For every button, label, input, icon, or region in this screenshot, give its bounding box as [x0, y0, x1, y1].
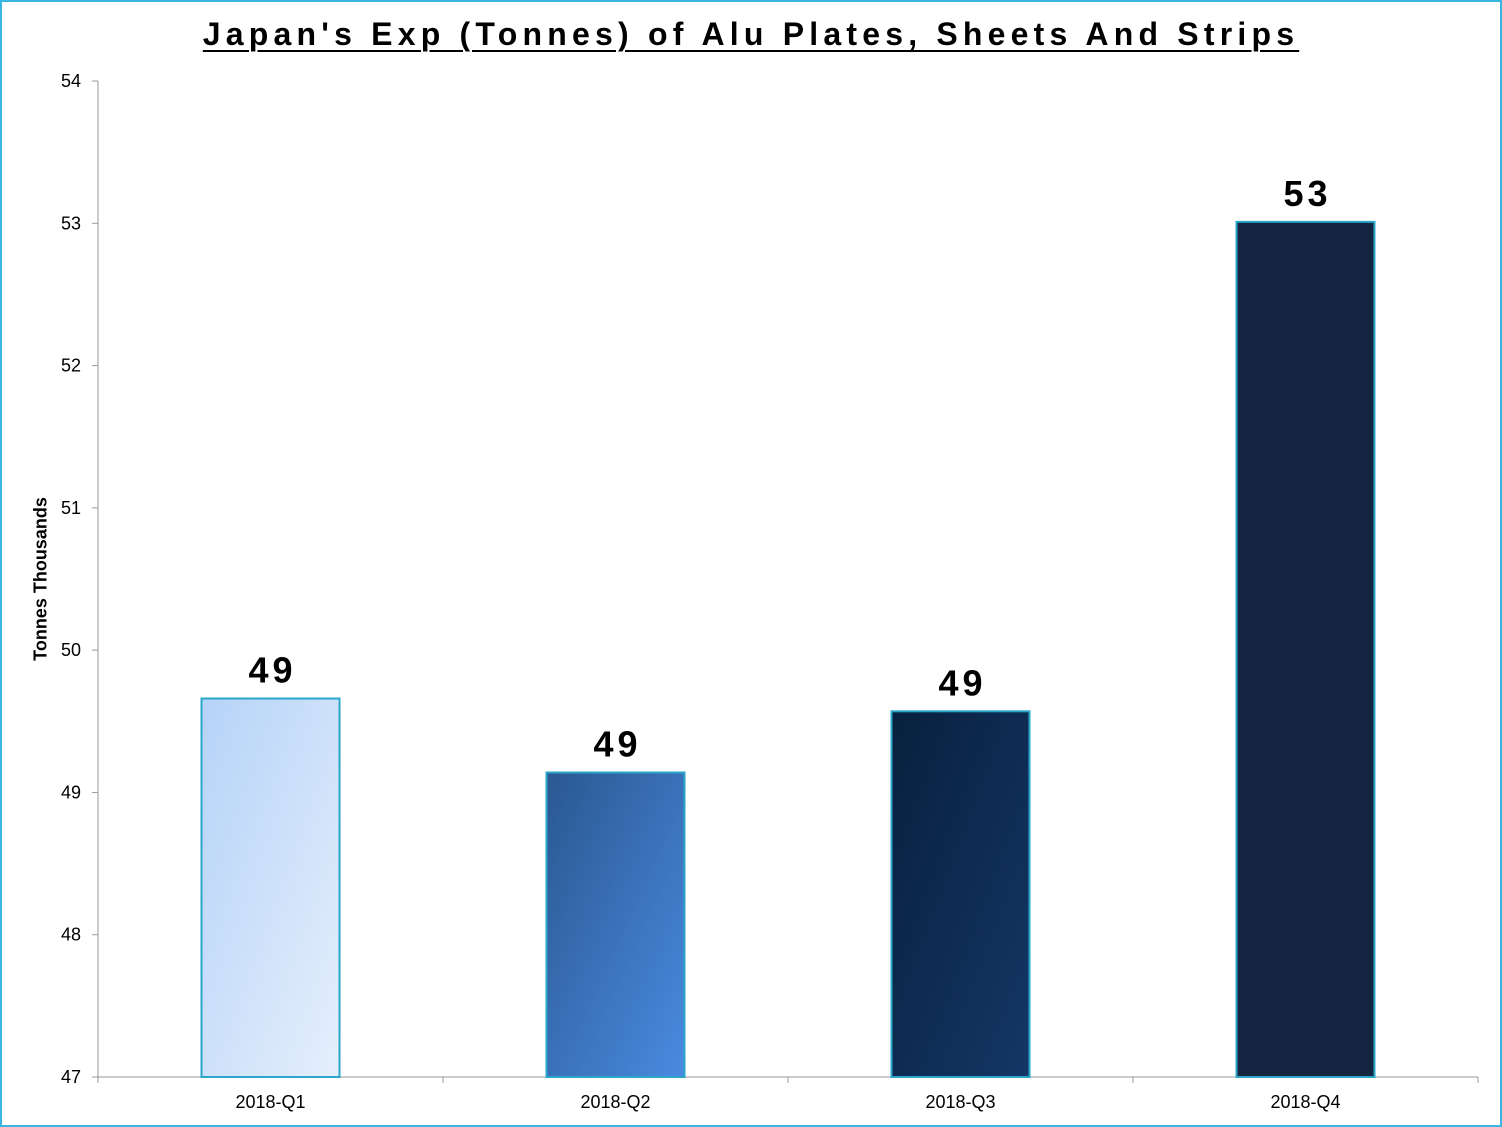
- y-tick-label: 51: [61, 498, 81, 518]
- y-tick-label: 49: [61, 782, 81, 802]
- y-tick-label: 53: [61, 213, 81, 233]
- data-label-2018-q3: 49: [938, 662, 986, 703]
- data-label-2018-q1: 49: [248, 650, 296, 691]
- y-tick-label: 54: [61, 71, 81, 91]
- x-tick-label: 2018-Q1: [235, 1092, 305, 1112]
- x-tick-label: 2018-Q4: [1270, 1092, 1340, 1112]
- bar-2018-q1: [200, 697, 341, 1079]
- x-tick-label: 2018-Q3: [925, 1092, 995, 1112]
- data-labels: 49 49 49 53: [248, 173, 1331, 765]
- y-tick-label: 48: [61, 925, 81, 945]
- x-tick-label: 2018-Q2: [580, 1092, 650, 1112]
- chart-title: Japan's Exp (Tonnes) of Alu Plates, Shee…: [202, 16, 1300, 52]
- y-tick-label: 47: [61, 1067, 81, 1087]
- bar-2018-q4: [1235, 220, 1376, 1078]
- y-tick-label: 50: [61, 640, 81, 660]
- data-label-2018-q2: 49: [593, 724, 641, 765]
- y-tick-label: 52: [61, 356, 81, 376]
- bar-2018-q2: [545, 771, 686, 1078]
- data-label-2018-q4: 53: [1283, 173, 1331, 214]
- bar-2018-q3: [890, 710, 1031, 1079]
- bars: [200, 220, 1376, 1079]
